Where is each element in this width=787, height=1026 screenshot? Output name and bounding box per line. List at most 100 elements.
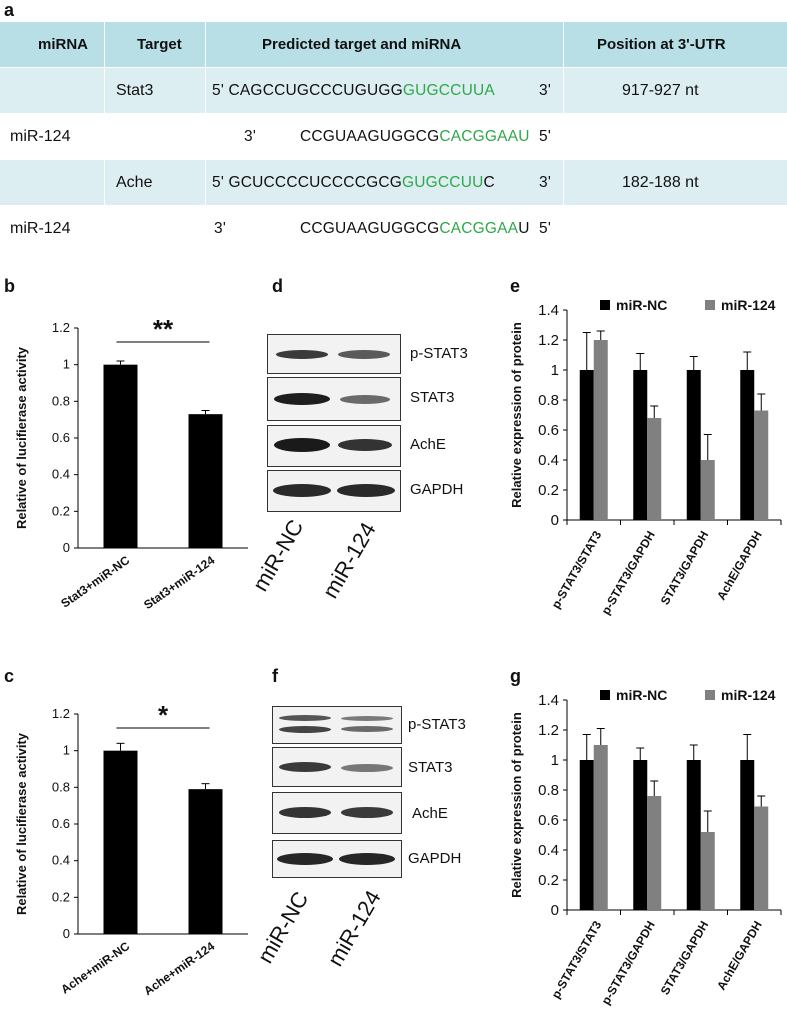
- blot-label: AchE: [412, 805, 448, 822]
- y-tick-label: 0.6: [538, 422, 559, 439]
- chart-g: 0 0.2 0.4 0.6 0.8 1 1.2 1.4 Relative expression …: [509, 687, 782, 1007]
- bar: [633, 370, 648, 520]
- bar: [579, 760, 594, 910]
- y-tick-label: 0.2: [52, 889, 70, 904]
- blot-band: [276, 350, 328, 359]
- seq-black: CAGCCUGCCCUGUGG: [228, 82, 403, 99]
- chart-b: 0 0.2 0.4 0.6 0.8 1 1.2 Relative of lucifierase…: [14, 314, 248, 612]
- y-tick-label: 0: [551, 902, 559, 919]
- y-tick-label: 0.8: [52, 393, 70, 408]
- panel-c-label: c: [4, 666, 15, 686]
- panel-e-label: e: [510, 276, 521, 296]
- blot-band: [337, 484, 395, 497]
- blot-strip: [267, 425, 401, 467]
- panel-f-label: f: [272, 666, 278, 686]
- seq-end-label: 5': [212, 174, 224, 191]
- y-axis-title: Relative expression of protein: [509, 322, 524, 508]
- y-tick-label: 0: [551, 512, 559, 529]
- lane-label: miR-NC: [252, 887, 314, 968]
- y-tick-label: 0.2: [538, 872, 559, 889]
- x-tick-label: p-STAT3/STAT3: [549, 918, 605, 1001]
- y-tick-label: 0: [63, 926, 70, 941]
- y-tick-label: 0.2: [52, 503, 70, 518]
- y-tick-label: 1: [551, 362, 559, 379]
- table-divider: [563, 22, 564, 252]
- y-tick-label: 0.8: [538, 392, 559, 409]
- bar: [700, 832, 715, 910]
- blot-label: GAPDH: [410, 481, 464, 498]
- legend-swatch: [705, 690, 715, 700]
- blot-band: [340, 395, 390, 404]
- row-target: Stat3: [116, 82, 154, 99]
- table-row: Stat3 5' CAGCCUGCCCUGUGGGUGCCUUA 3' 917-…: [0, 68, 787, 113]
- seq-seed: GUGCCUUA: [402, 82, 495, 99]
- y-tick-label: 1.4: [538, 692, 559, 709]
- lane-label: miR-124: [322, 885, 386, 971]
- y-tick-label: 0.6: [52, 430, 70, 445]
- blot-band: [341, 716, 393, 721]
- blot-band: [274, 438, 330, 452]
- panel-a-label: a: [4, 0, 15, 20]
- blot-band: [341, 764, 393, 772]
- blot-label: AchE: [410, 436, 446, 453]
- chart-e: 0 0.2 0.4 0.6 0.8 1 1.2 1.4 Relative expression …: [509, 297, 782, 617]
- bar: [188, 414, 223, 548]
- seq-seed: CACGGAAU: [439, 128, 530, 145]
- legend-swatch: [705, 300, 715, 310]
- lane-label: miR-124: [317, 517, 381, 603]
- bar: [754, 806, 769, 910]
- y-axis-title: Relative of lucifierase activity: [14, 732, 29, 915]
- blot-strip: [267, 377, 401, 421]
- blot-band: [341, 726, 393, 732]
- x-tick-label: AchE/GAPDH: [714, 529, 765, 603]
- blot-strip: [272, 840, 402, 878]
- blot-band: [279, 762, 331, 772]
- blot-band: [338, 439, 392, 451]
- row-mirna: miR-124: [10, 220, 71, 237]
- seq-black: CCGUAAGUGGCG: [300, 220, 440, 237]
- header-target: Target: [137, 36, 182, 53]
- chart-c: 0 0.2 0.4 0.6 0.8 1 1.2 Relative of lucifierase…: [14, 700, 248, 998]
- bar: [700, 460, 715, 520]
- y-tick-label: 0.4: [52, 853, 70, 868]
- x-tick-label: p-STAT3/STAT3: [549, 528, 605, 611]
- blot-strip: [267, 334, 401, 374]
- significance-marker: *: [158, 700, 169, 730]
- bar: [633, 760, 648, 910]
- legend-label: miR-NC: [616, 297, 667, 313]
- y-tick-label: 1.4: [538, 302, 559, 319]
- blot-label: STAT3: [410, 389, 455, 406]
- y-tick-label: 1.2: [52, 320, 70, 335]
- panel-g-label: g: [510, 666, 521, 686]
- legend-label: miR-124: [721, 687, 776, 703]
- seq-tail: C: [483, 174, 495, 191]
- x-tick-label: Stat3+miR-NC: [58, 553, 132, 611]
- row-sequence: 5' CAGCCUGCCCUGUGGGUGCCUUA: [212, 68, 495, 113]
- header-predicted: Predicted target and miRNA: [262, 36, 462, 53]
- x-tick-label: AchE/GAPDH: [714, 919, 765, 993]
- seq-black: CCGUAAGUGGCG: [300, 128, 440, 145]
- bar: [754, 410, 769, 520]
- legend-swatch: [600, 300, 610, 310]
- y-tick-label: 0.4: [538, 842, 559, 859]
- y-tick-label: 1.2: [538, 332, 559, 349]
- blot-label: GAPDH: [408, 850, 462, 867]
- bar: [103, 750, 138, 934]
- y-tick-label: 1.2: [52, 706, 70, 721]
- y-tick-label: 0.8: [52, 779, 70, 794]
- blot-strip: [272, 792, 402, 834]
- legend-swatch: [600, 690, 610, 700]
- blot-label: p-STAT3: [408, 716, 466, 733]
- row-mirna: miR-124: [10, 128, 71, 145]
- significance-marker: **: [153, 314, 174, 344]
- y-axis-title: Relative of lucifierase activity: [14, 346, 29, 529]
- seq-end-label-right: 5': [539, 220, 551, 237]
- blot-band: [279, 715, 331, 721]
- row-sequence: 5' GCUCCCCUCCCCGCGGUGCCUUC: [212, 160, 495, 205]
- seq-end-label-right: 3': [539, 174, 551, 191]
- y-tick-label: 0.6: [52, 816, 70, 831]
- panel-b-label: b: [4, 276, 15, 296]
- blot-band: [274, 393, 330, 405]
- y-axis-title: Relative expression of protein: [509, 712, 524, 898]
- bar: [686, 370, 701, 520]
